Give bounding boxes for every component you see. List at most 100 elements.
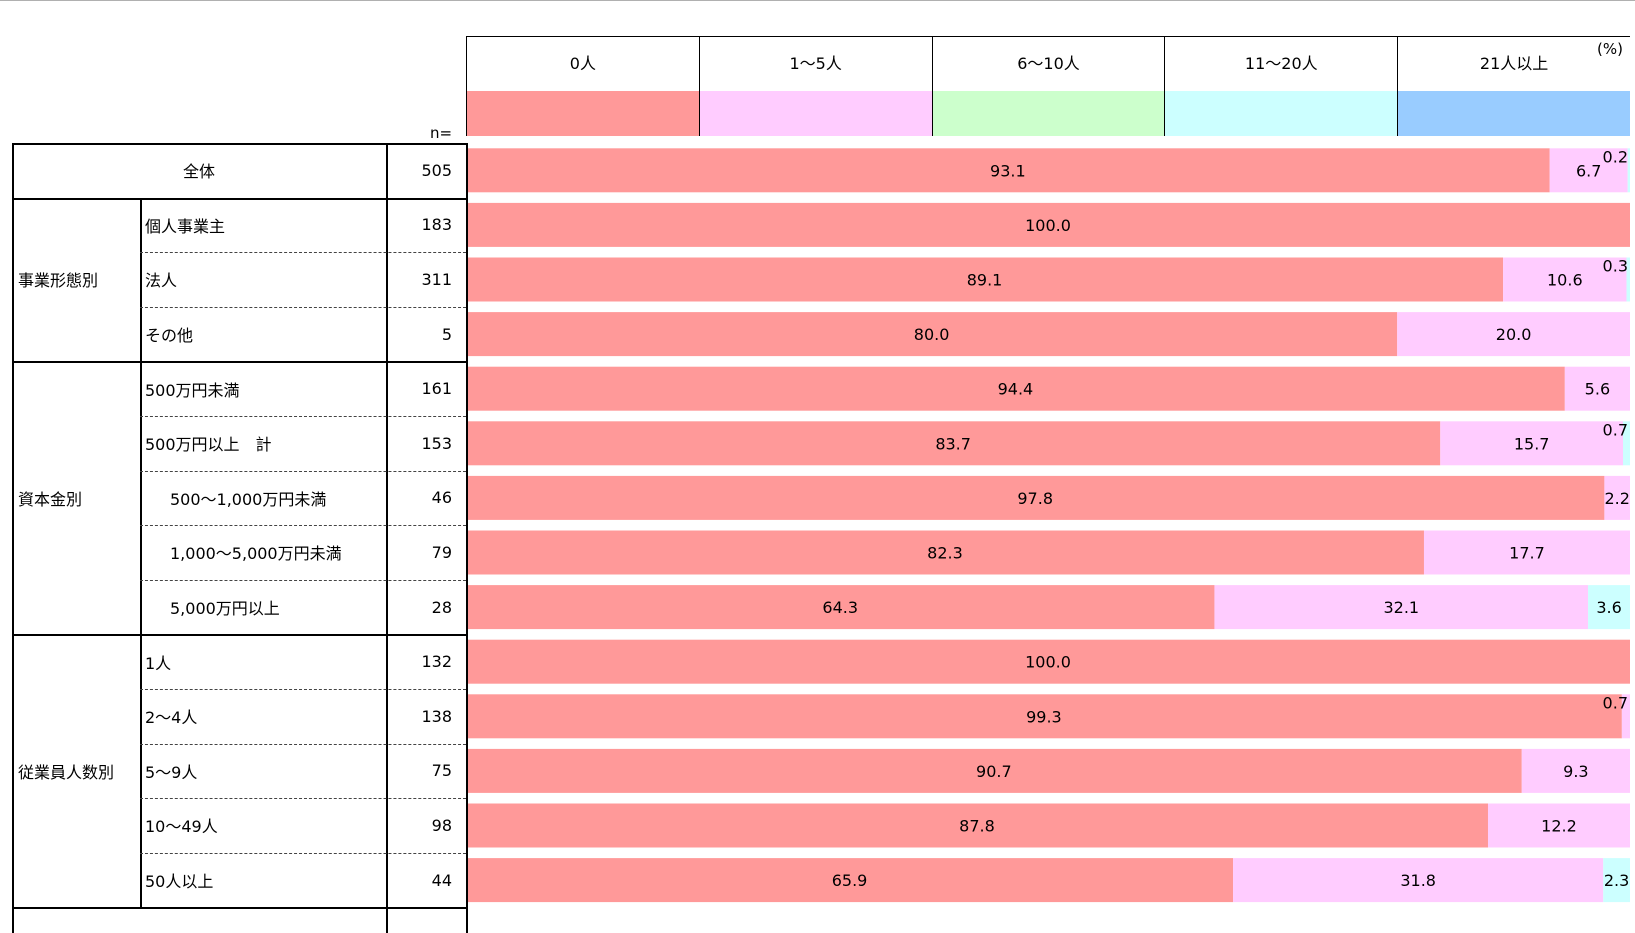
bar-segment [1487,803,1630,848]
top-rule [0,0,1635,1]
row-divider [12,907,466,910]
data-label: 100.0 [1025,216,1071,235]
bar-segment [466,803,1488,848]
row-divider-dashed [140,525,466,527]
row-divider [12,634,466,637]
row-divider-dashed [140,689,466,690]
data-label: 2.2 [1604,489,1629,508]
bar-segment [1233,858,1604,903]
bar-segment [1604,475,1630,520]
row-n-value: 153 [421,433,452,453]
data-label: 6.7 [1576,161,1601,180]
data-label: 89.1 [967,271,1003,290]
bar-segment [466,858,1234,903]
row-label: 5〜9人 [145,762,198,782]
bar-segment [466,421,1441,466]
legend-swatch [467,91,699,136]
row-divider-dashed [140,252,466,254]
row-n-value: 98 [431,815,452,835]
legend-swatch [1398,91,1630,136]
bar-segment [1440,421,1624,466]
n-column-header: n= [430,124,453,142]
bar-segment [466,475,1605,520]
legend-swatch [932,91,1165,136]
data-label: 90.7 [976,762,1012,781]
row-label: 2〜4人 [145,708,198,728]
data-label: 20.0 [1496,325,1532,344]
bar-segment [1503,257,1627,302]
row-divider [12,143,466,145]
bar-segment [1214,585,1589,630]
plot-axis [466,143,468,933]
data-label: 32.1 [1383,598,1419,617]
data-label: 0.3 [1603,257,1628,276]
data-label: 9.3 [1563,762,1588,781]
data-label: 94.4 [998,380,1034,399]
data-label: 10.6 [1547,271,1583,290]
row-n-value: 311 [421,269,452,289]
data-label: 64.3 [822,598,858,617]
bar-segment [1626,257,1630,302]
data-label: 97.8 [1017,489,1053,508]
legend-item: 0人 [466,36,699,136]
row-label: 個人事業主 [145,216,226,236]
data-label: 5.6 [1585,380,1610,399]
data-label: 2.3 [1604,871,1629,890]
row-label: 500万円以上 計 [145,435,272,455]
legend-item: 1〜5人 [698,36,932,136]
row-divider [12,197,466,200]
row-label: 法人 [145,271,178,291]
row-group-label: 全体 [182,162,215,182]
row-label: 1,000〜5,000万円未満 [170,544,342,564]
row-label: 50人以上 [145,872,214,892]
bar-segment [1423,530,1630,575]
data-label: 12.2 [1541,817,1577,836]
column-divider [12,143,14,933]
data-label: 0.7 [1603,420,1628,439]
row-label: 500〜1,000万円未満 [170,489,327,509]
bar-segment [466,366,1565,411]
bar-segment [466,202,1630,247]
row-group-label: 従業員人数別 [18,762,115,782]
legend-item: 11〜20人 [1164,36,1398,136]
data-label: 87.8 [959,817,995,836]
row-divider-dashed [140,416,466,417]
bar-segment [1549,148,1628,193]
row-n-value: 132 [421,652,452,672]
legend-label: 0人 [467,36,699,91]
row-n-value: 505 [421,160,452,180]
data-label: 83.7 [935,434,971,453]
row-label: 500万円未満 [145,380,240,400]
row-n-value: 79 [431,542,452,562]
column-divider [140,634,142,908]
row-label: その他 [145,326,194,346]
row-divider-dashed [140,579,466,581]
bar-segment [466,748,1522,793]
row-divider [12,361,466,364]
column-divider [140,361,142,635]
bar-segment [1603,858,1630,903]
row-divider-dashed [140,470,466,472]
data-label: 0.2 [1603,147,1628,166]
legend-label: 21人以上 [1398,36,1630,91]
legend-item: 21人以上 [1397,36,1630,136]
row-n-value: 75 [431,761,452,781]
row-n-value: 138 [421,706,452,726]
bar-segment [1564,366,1630,411]
data-label: 93.1 [990,161,1026,180]
bar-segment [466,639,1630,684]
data-label: 31.8 [1400,871,1436,890]
row-divider-dashed [140,743,466,745]
bar-segment [466,585,1215,630]
bar-segment [466,148,1550,193]
row-divider-dashed [140,306,466,308]
row-divider-dashed [140,852,466,854]
row-label: 10〜49人 [145,817,218,837]
bar-segment [466,312,1398,357]
data-label: 100.0 [1025,653,1071,672]
data-label: 82.3 [927,544,963,563]
bar-segment [1623,421,1630,466]
stacked-bar-plot: 93.1 6.70.2 100.0 89.1 10.6 0.3 80.0 20.0 94.4 5.… [466,147,1630,903]
data-label: 80.0 [914,325,950,344]
row-n-value: 46 [431,488,452,508]
